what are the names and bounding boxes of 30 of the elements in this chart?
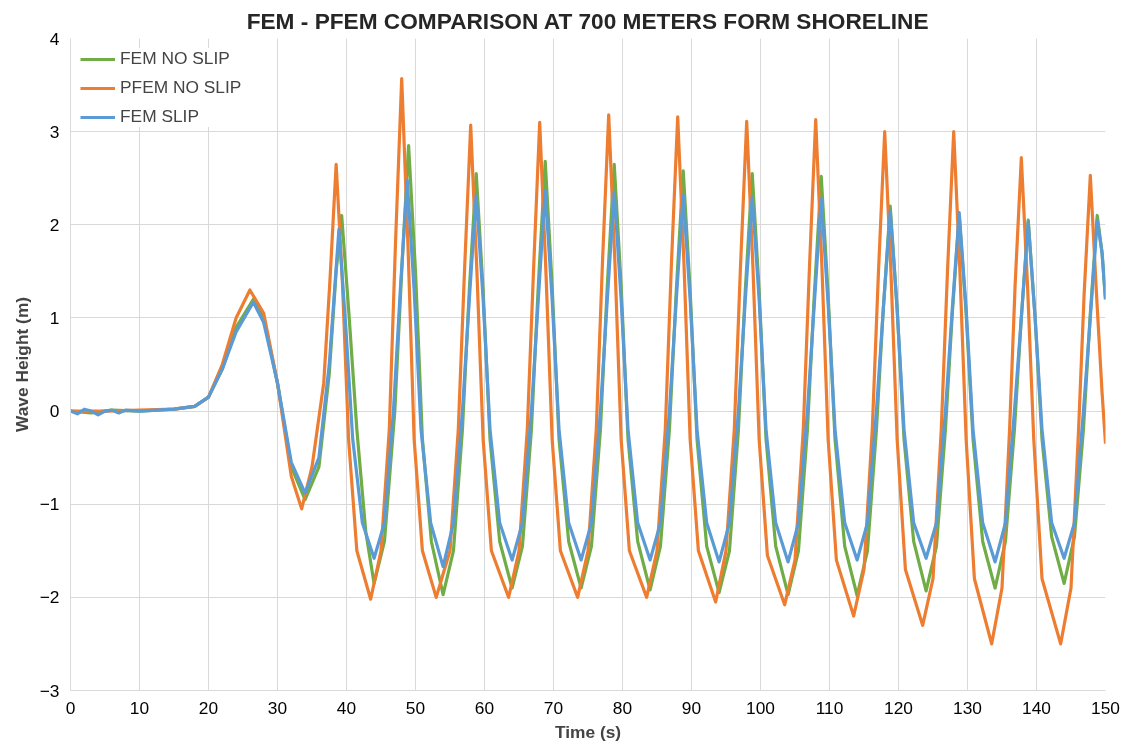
x-tick-label: 70 bbox=[543, 697, 564, 718]
y-tick-label: −2 bbox=[39, 587, 60, 608]
x-tick-label: 50 bbox=[405, 697, 426, 718]
y-tick-label: 3 bbox=[49, 121, 60, 142]
x-tick-label: 140 bbox=[1022, 697, 1051, 718]
chart-title: FEM - PFEM COMPARISON AT 700 METERS FORM SHORELINE bbox=[246, 7, 929, 34]
x-tick-label: 20 bbox=[198, 697, 219, 718]
y-tick-label: −3 bbox=[39, 680, 60, 701]
x-tick-label: 40 bbox=[336, 697, 357, 718]
y-tick-label: −1 bbox=[39, 494, 60, 515]
x-tick-label: 100 bbox=[746, 697, 775, 718]
x-tick-label: 0 bbox=[65, 697, 76, 718]
legend-label: FEM NO SLIP bbox=[120, 48, 230, 69]
y-tick-label: 4 bbox=[49, 28, 60, 49]
legend-label: FEM SLIP bbox=[120, 106, 199, 127]
x-tick-label: 150 bbox=[1091, 697, 1120, 718]
x-tick-label: 120 bbox=[884, 697, 913, 718]
x-tick-label: 110 bbox=[815, 697, 844, 718]
x-tick-label: 90 bbox=[681, 697, 702, 718]
x-tick-label: 30 bbox=[267, 697, 288, 718]
x-tick-label: 60 bbox=[474, 697, 495, 718]
x-tick-label: 10 bbox=[129, 697, 150, 718]
y-tick-label: 1 bbox=[49, 307, 60, 328]
x-axis-title: Time (s) bbox=[554, 721, 622, 742]
x-tick-label: 80 bbox=[612, 697, 633, 718]
x-tick-label: 130 bbox=[953, 697, 982, 718]
y-tick-label: 0 bbox=[49, 401, 60, 422]
legend-label: PFEM NO SLIP bbox=[120, 77, 242, 98]
y-tick-label: 2 bbox=[49, 214, 60, 235]
y-axis-title: Wave Height (m) bbox=[11, 296, 32, 433]
